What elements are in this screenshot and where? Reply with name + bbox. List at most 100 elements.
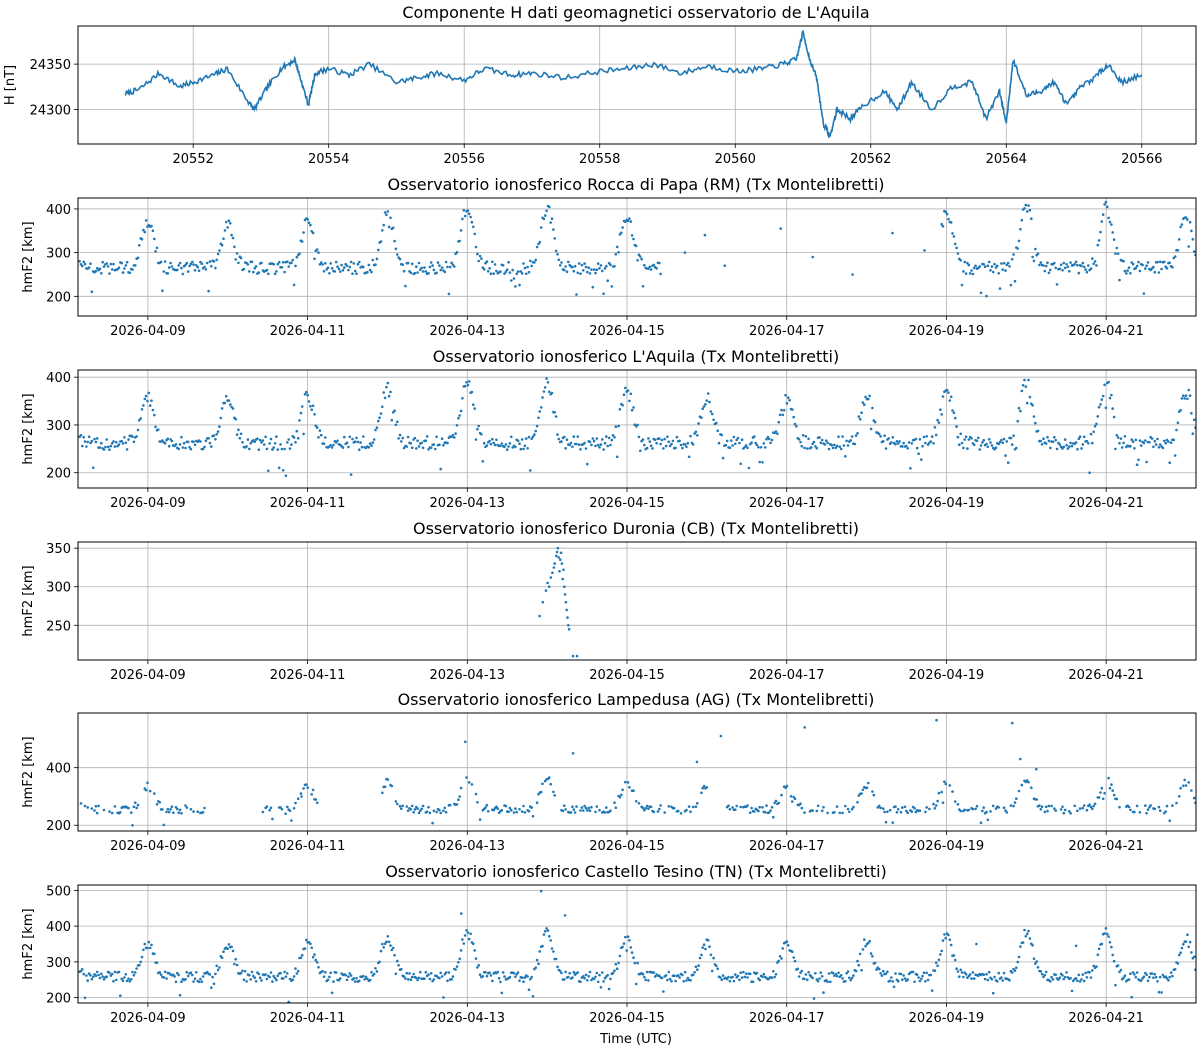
data-point (660, 438, 664, 442)
data-point (1100, 398, 1104, 401)
data-point (128, 271, 132, 275)
data-point (567, 260, 570, 264)
data-point (552, 566, 556, 569)
data-point (1192, 796, 1196, 800)
x-tick-label: 2026-04-11 (270, 668, 346, 683)
data-point (1164, 441, 1167, 445)
data-point (594, 271, 597, 275)
data-point (404, 977, 407, 980)
data-point (98, 446, 102, 449)
data-point (601, 971, 604, 974)
data-point (668, 444, 672, 448)
data-point (1085, 439, 1089, 443)
data-point (330, 446, 334, 449)
data-point (689, 810, 692, 813)
data-point (1034, 247, 1037, 251)
x-tick-label: 2026-04-15 (589, 839, 665, 854)
data-point (113, 445, 117, 448)
data-point (542, 933, 546, 936)
data-point (142, 228, 145, 232)
data-point (1002, 437, 1006, 441)
data-point (854, 969, 858, 973)
data-point (830, 443, 833, 447)
data-point (740, 438, 744, 442)
data-point (560, 562, 564, 565)
data-point (286, 805, 289, 809)
data-point (799, 802, 802, 805)
data-point (758, 805, 761, 809)
data-point (962, 446, 965, 450)
data-point (829, 980, 832, 984)
data-point (533, 433, 536, 436)
data-point (421, 804, 425, 808)
data-point (1133, 973, 1136, 976)
data-point (562, 568, 565, 572)
data-point (493, 443, 497, 447)
data-point (470, 220, 474, 224)
data-point (1032, 957, 1036, 960)
data-point (739, 805, 742, 809)
data-point (474, 245, 478, 249)
data-point (1135, 804, 1139, 808)
data-point (985, 294, 988, 298)
data-point (1112, 415, 1116, 419)
data-point (613, 265, 616, 268)
data-point (391, 226, 395, 230)
data-point (556, 253, 559, 256)
data-point (839, 447, 843, 451)
data-point (626, 389, 630, 392)
data-point (1107, 935, 1110, 938)
data-point (561, 809, 565, 813)
data-point (708, 945, 711, 948)
chart-title: Osservatorio ionosferico Duronia (CB) (T… (413, 519, 859, 538)
data-point (558, 969, 562, 973)
data-point (148, 789, 152, 793)
data-point (592, 977, 596, 981)
data-point (383, 396, 387, 400)
data-point (201, 811, 205, 814)
data-point (1008, 979, 1011, 982)
data-point (303, 947, 307, 950)
data-point (982, 438, 985, 442)
data-point (799, 971, 802, 975)
data-point (549, 939, 552, 942)
data-point (428, 265, 432, 269)
data-point (257, 972, 261, 976)
data-point (309, 942, 312, 946)
y-tick-label: 500 (46, 884, 71, 899)
y-tick-label: 200 (46, 290, 71, 305)
data-point (1158, 809, 1162, 812)
data-point (295, 255, 299, 259)
data-point (945, 212, 949, 216)
data-point (1053, 435, 1056, 439)
data-point (1009, 804, 1013, 807)
data-point (667, 440, 671, 444)
data-point (550, 947, 554, 950)
data-point (1044, 442, 1048, 445)
data-point (1106, 205, 1109, 209)
data-point (427, 448, 430, 451)
data-point (602, 292, 605, 296)
data-point (920, 977, 923, 981)
data-point (868, 939, 871, 943)
data-point (295, 972, 299, 975)
data-point (705, 786, 709, 789)
data-point (1119, 968, 1123, 972)
data-point (696, 802, 699, 805)
data-point (1047, 804, 1051, 808)
data-point (1028, 395, 1032, 399)
chart-title: Osservatorio ionosferico Lampedusa (AG) … (398, 690, 875, 709)
data-point (1030, 217, 1033, 220)
data-point (224, 394, 228, 398)
data-point (409, 808, 413, 811)
data-point (922, 435, 926, 439)
data-point (1118, 278, 1121, 282)
data-point (986, 264, 990, 268)
data-point (869, 427, 873, 431)
data-point (1061, 269, 1064, 272)
data-point (367, 263, 371, 267)
data-point (136, 428, 140, 432)
data-point (87, 266, 91, 269)
data-point (702, 943, 706, 946)
data-point (310, 946, 314, 950)
